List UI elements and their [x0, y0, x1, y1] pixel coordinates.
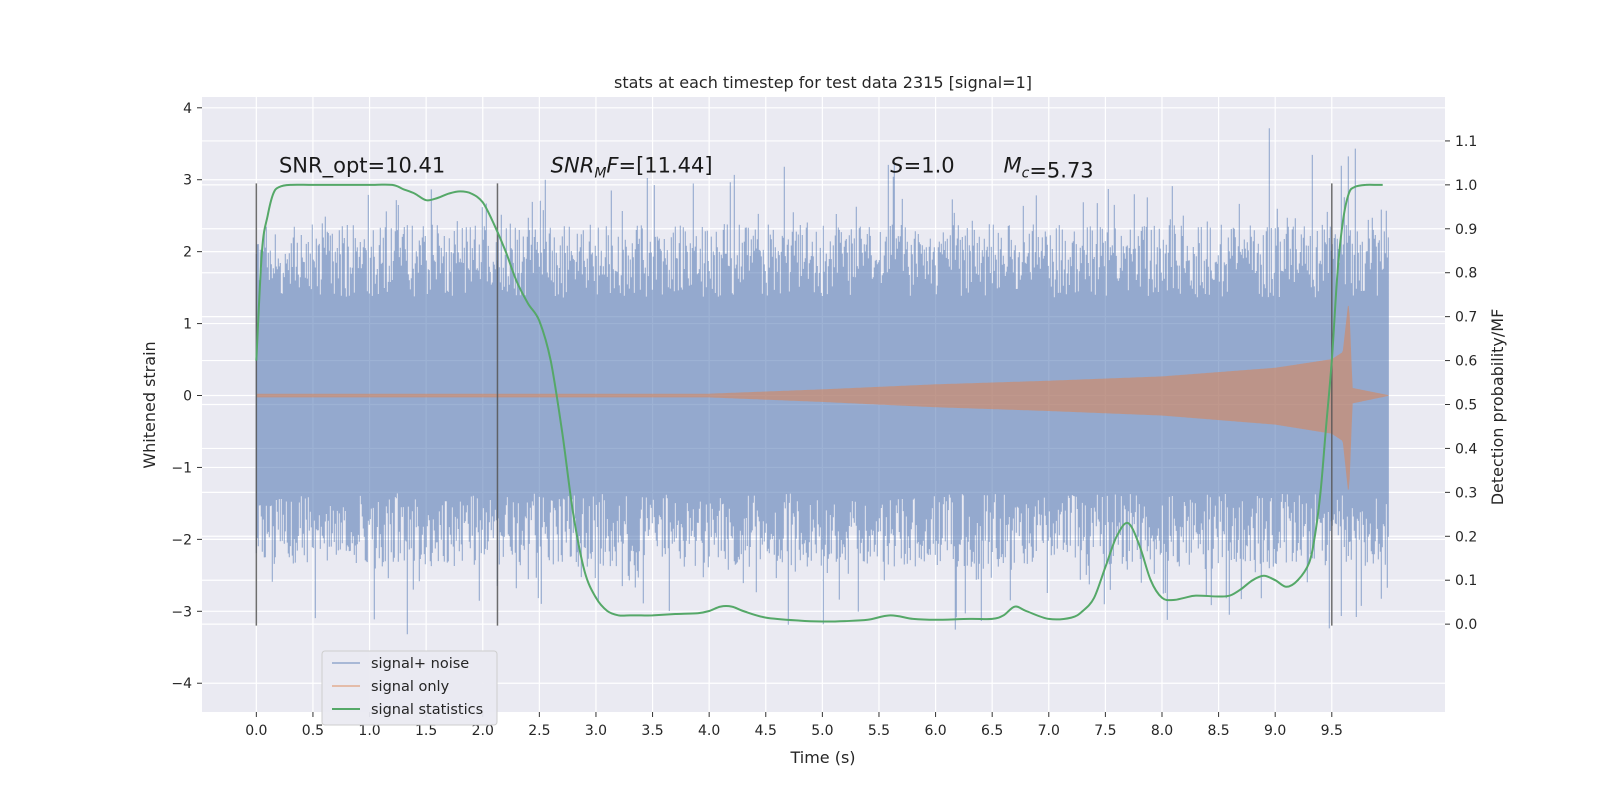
y-right-tick-label: 0.7 [1455, 310, 1477, 326]
y-right-tick-label: 0.0 [1455, 617, 1477, 633]
y-left-tick-label: 0 [183, 389, 192, 405]
signal-only-series [255, 305, 1389, 490]
signal-only-trace [255, 305, 1389, 490]
y-left-tick-label: 2 [183, 245, 192, 261]
signal-statistics-line [255, 183, 1383, 623]
x-tick-label: 6.5 [981, 723, 1003, 739]
x-tick-label: 7.5 [1094, 723, 1116, 739]
annotations: SNR_opt=10.41 SNRMF=[11.44] S=1.0 Mc=5.73 [279, 154, 1094, 183]
annotation-s-value: S=1.0 [890, 154, 954, 178]
x-tick-label: 0.5 [302, 723, 324, 739]
y-axis-label-left: Whitened strain [140, 341, 159, 468]
y-right-tick-label: 1.0 [1455, 178, 1477, 194]
legend-label-stat: signal statistics [371, 702, 483, 718]
annotation-snr-opt: SNR_opt=10.41 [279, 154, 445, 179]
x-tick-label: 4.0 [698, 723, 720, 739]
y-right-tick-label: 1.1 [1455, 134, 1477, 150]
x-tick-label: 8.0 [1151, 723, 1173, 739]
y-left-tick-label: 4 [183, 101, 192, 117]
y-right-tick-label: 0.5 [1455, 398, 1477, 414]
y-right-tick-label: 0.9 [1455, 222, 1477, 238]
annotation-chirp-mass: Mc=5.73 [1003, 154, 1093, 183]
annotation-snr-mf: SNRMF=[11.44] [551, 154, 713, 182]
axis-layer: 0.0 0.5 1.0 1.5 2.0 2.5 3.0 3.5 4.0 4.5 5.0 5.5 6.0 6… [171, 101, 1477, 739]
x-tick-label: 1.5 [415, 723, 437, 739]
x-tick-label: 4.5 [755, 723, 777, 739]
chart-title: stats at each timestep for test data 231… [614, 73, 1032, 92]
x-tick-label: 9.0 [1264, 723, 1286, 739]
x-tick-label: 5.0 [811, 723, 833, 739]
x-tick-label: 1.0 [358, 723, 380, 739]
legend-label-signal: signal only [371, 679, 450, 695]
x-axis-label: Time (s) [789, 748, 855, 767]
y-axis-label-right: Detection probability/MF [1488, 309, 1507, 506]
y-right-tick-label: 0.1 [1455, 573, 1477, 589]
y-left-tick-label: −1 [171, 460, 192, 476]
x-tick-label: 7.0 [1038, 723, 1060, 739]
x-tick-label: 5.5 [868, 723, 890, 739]
legend-frame [321, 650, 498, 726]
x-tick-label: 6.0 [924, 723, 946, 739]
x-tick-label: 9.5 [1321, 723, 1343, 739]
y-right-tick-label: 0.4 [1455, 441, 1477, 457]
y-left-tick-label: −3 [171, 604, 192, 620]
signal-statistics-series [255, 183, 1383, 623]
x-tick-label: 2.0 [472, 723, 494, 739]
y-left-tick-label: −4 [171, 676, 192, 692]
x-tick-label: 3.5 [641, 723, 663, 739]
x-tick-label: 8.5 [1207, 723, 1229, 739]
x-tick-label: 2.5 [528, 723, 550, 739]
y-right-tick-label: 0.2 [1455, 529, 1477, 545]
x-tick-label: 3.0 [585, 723, 607, 739]
y-left-tick-label: 1 [183, 317, 192, 333]
y-left-tick-label: 3 [183, 173, 192, 189]
y-left-tick-label: −2 [171, 532, 192, 548]
legend-label-noise: signal+ noise [371, 656, 469, 672]
legend: signal+ noise signal only signal statist… [321, 650, 498, 726]
vertical-markers [255, 183, 1333, 626]
y-right-tick-label: 0.6 [1455, 354, 1477, 370]
y-right-tick-label: 0.3 [1455, 485, 1477, 501]
y-right-tick-label: 0.8 [1455, 266, 1477, 282]
x-tick-label: 0.0 [245, 723, 267, 739]
